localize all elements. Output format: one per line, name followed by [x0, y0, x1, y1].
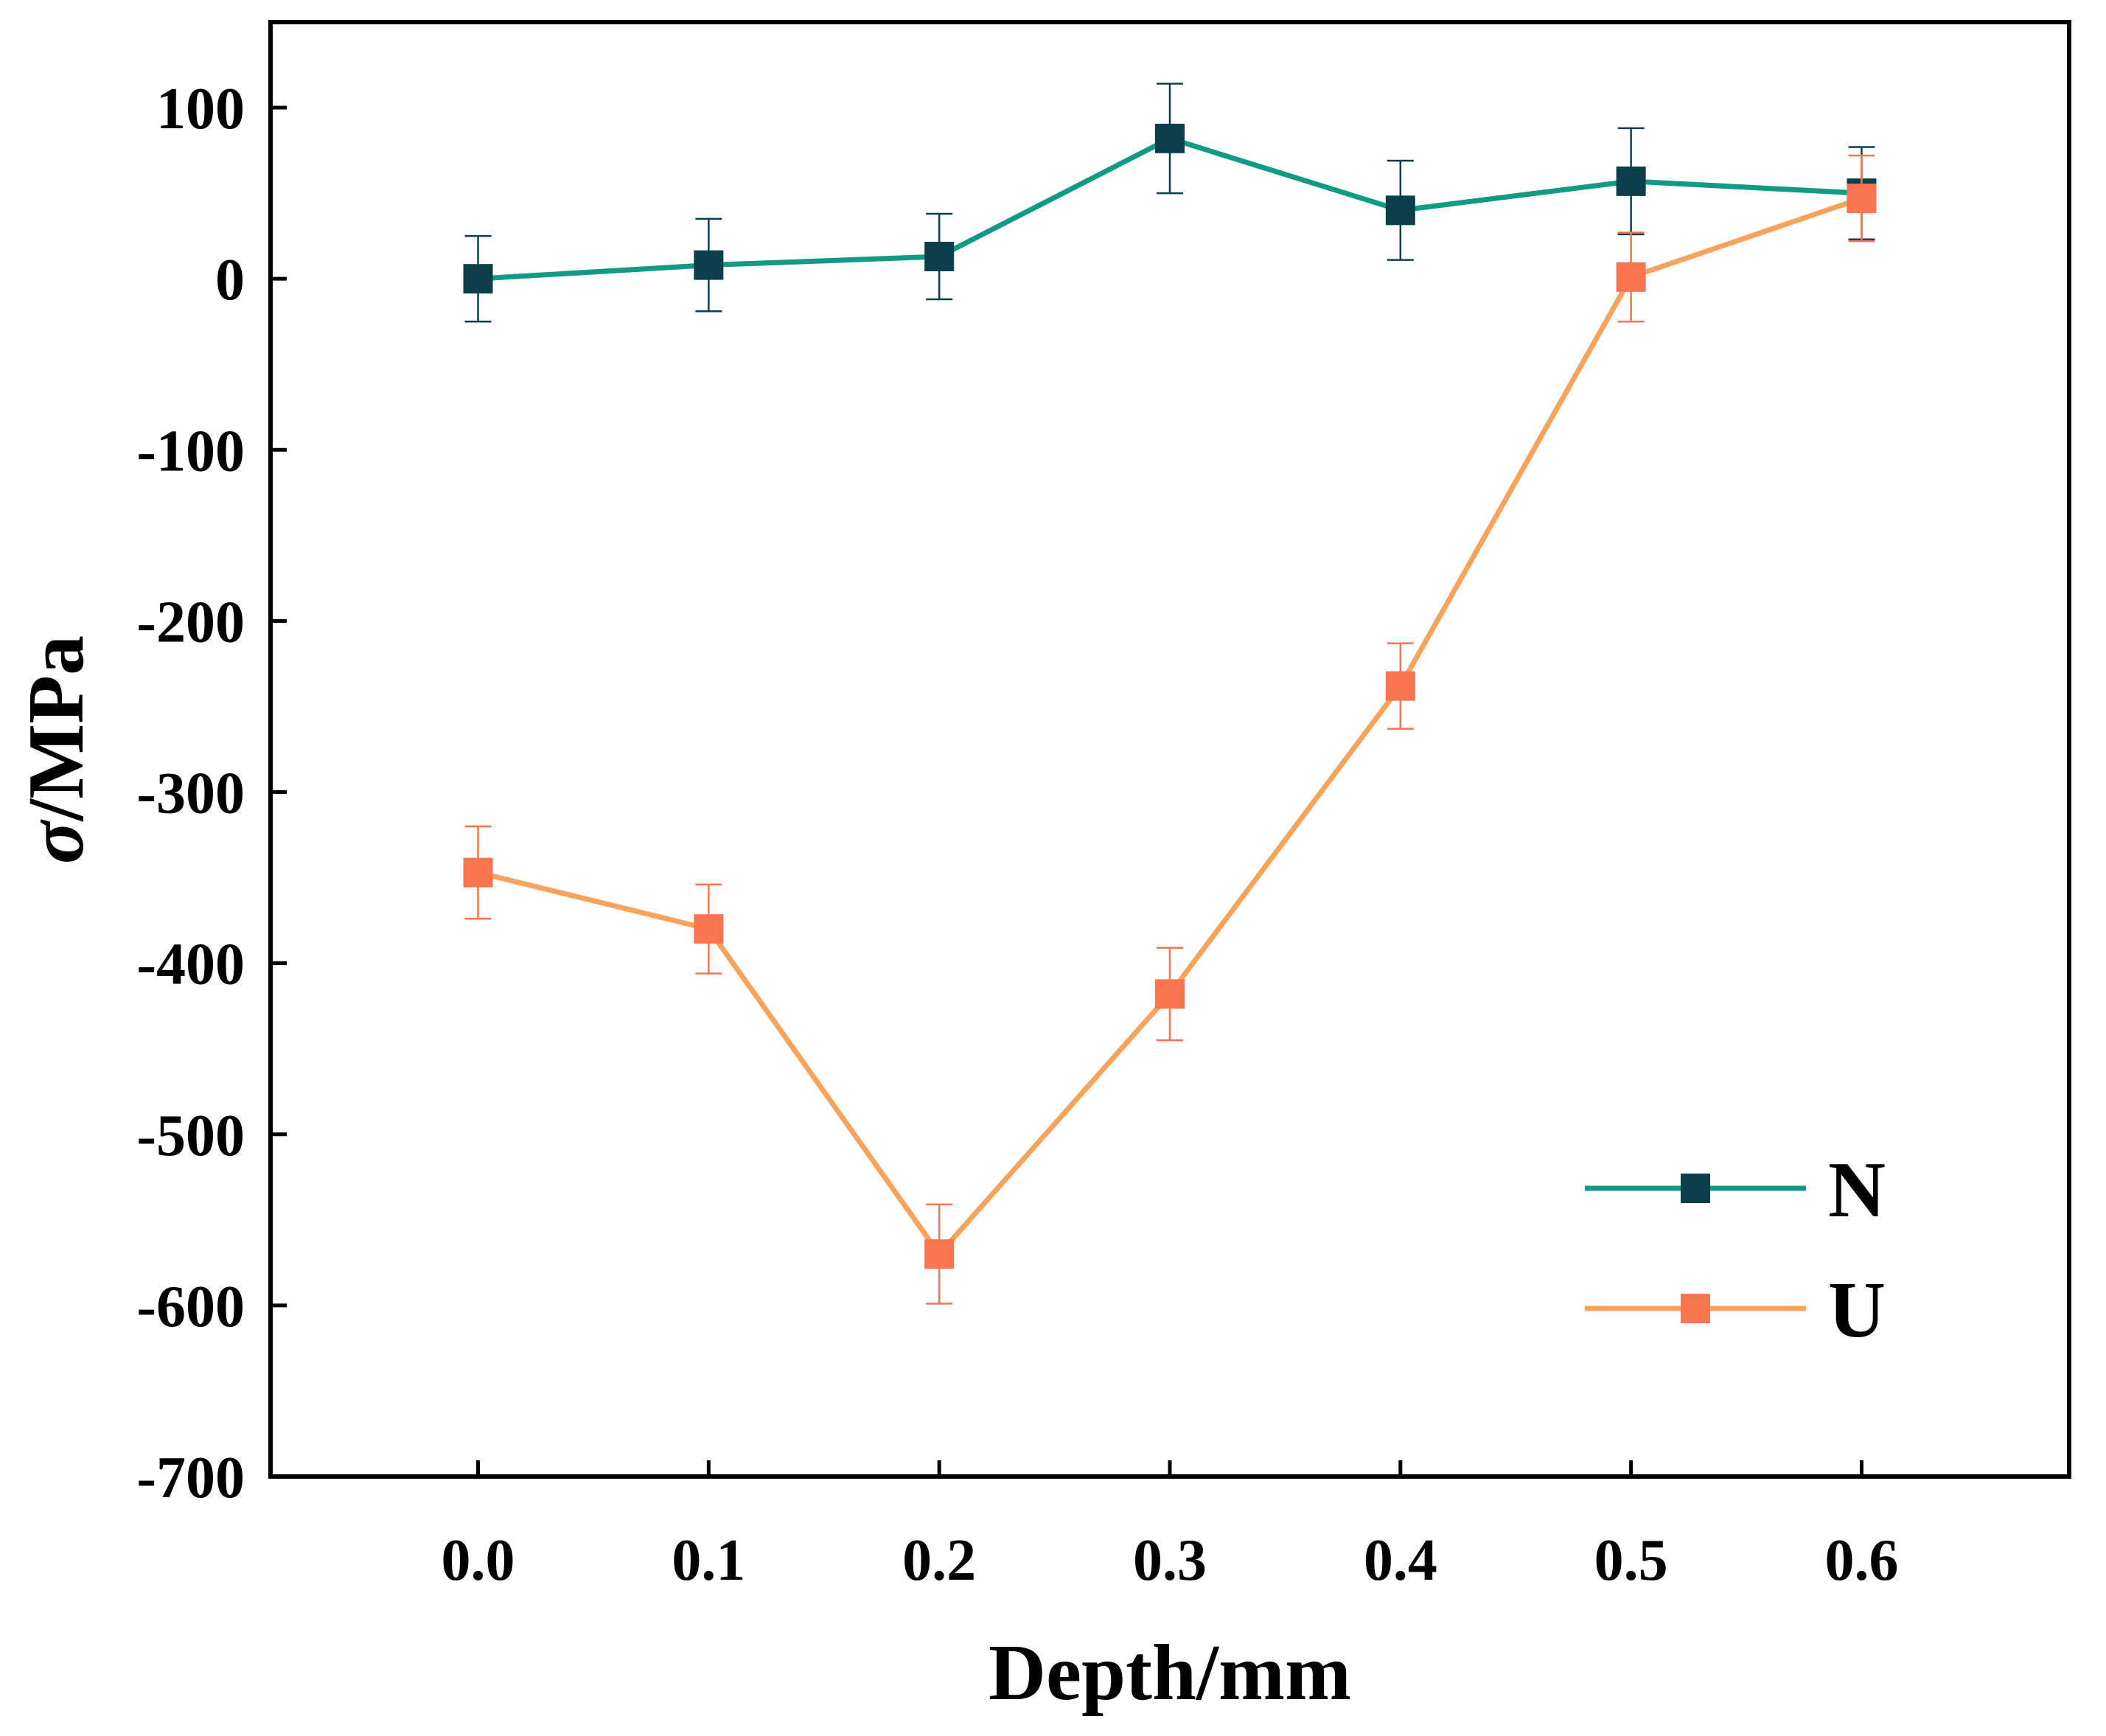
y-tick-label: -400 [136, 933, 245, 997]
x-tick-label: 0.2 [902, 1528, 976, 1593]
legend-marker [1681, 1174, 1710, 1203]
y-tick-label: -300 [136, 761, 245, 826]
data-point [463, 857, 493, 888]
data-point [1847, 184, 1877, 214]
x-tick-label: 0.4 [1364, 1528, 1437, 1593]
plot-frame [268, 20, 2071, 1479]
x-tick-label: 0.1 [672, 1528, 745, 1593]
y-tick-label: 0 [215, 248, 245, 313]
data-point [924, 242, 955, 272]
y-tick-label: 100 [156, 77, 245, 142]
data-point [1155, 123, 1185, 153]
x-axis-title: Depth/mm [989, 1629, 1351, 1717]
legend-label: N [1828, 1146, 1886, 1234]
legend-label: U [1828, 1266, 1886, 1354]
y-axis-title-unit: /MPa [13, 635, 100, 823]
x-tick-label: 0.6 [1824, 1528, 1898, 1593]
data-point [694, 250, 724, 280]
data-point [694, 914, 724, 944]
legend-item-u: U [1585, 1266, 1886, 1354]
y-tick-label: -600 [136, 1275, 245, 1339]
x-tick-label: 0.3 [1133, 1528, 1207, 1593]
legend: NU [1585, 1146, 1886, 1354]
legend-marker [1681, 1294, 1710, 1323]
series-line [477, 195, 1863, 1257]
x-axis: 0.0 0.1 0.2 0.3 0.4 0.5 0.6 [442, 1460, 1898, 1593]
data-point [1155, 979, 1185, 1009]
y-tick-label: -500 [136, 1104, 245, 1168]
data-point [1616, 262, 1646, 292]
y-tick-label: -200 [136, 590, 245, 655]
data-point [1616, 166, 1646, 196]
data-point [1385, 671, 1415, 701]
y-tick-label: -700 [136, 1446, 245, 1510]
y-tick-label: -100 [136, 419, 245, 484]
x-tick-label: 0.0 [442, 1528, 515, 1593]
y-axis-title-symbol: σ [13, 819, 100, 864]
legend-item-n: N [1585, 1146, 1886, 1234]
data-point [1385, 195, 1415, 226]
data-point [463, 264, 493, 294]
y-axis-title: σ/MPa [13, 635, 100, 864]
series-layer [463, 83, 1877, 1305]
x-tick-label: 0.5 [1594, 1528, 1668, 1593]
data-point [924, 1239, 955, 1269]
series-n [463, 83, 1877, 323]
y-axis: 100 0 -100 -200 -300 -400 -500 -600 -700 [136, 77, 287, 1510]
series-u [463, 154, 1877, 1305]
